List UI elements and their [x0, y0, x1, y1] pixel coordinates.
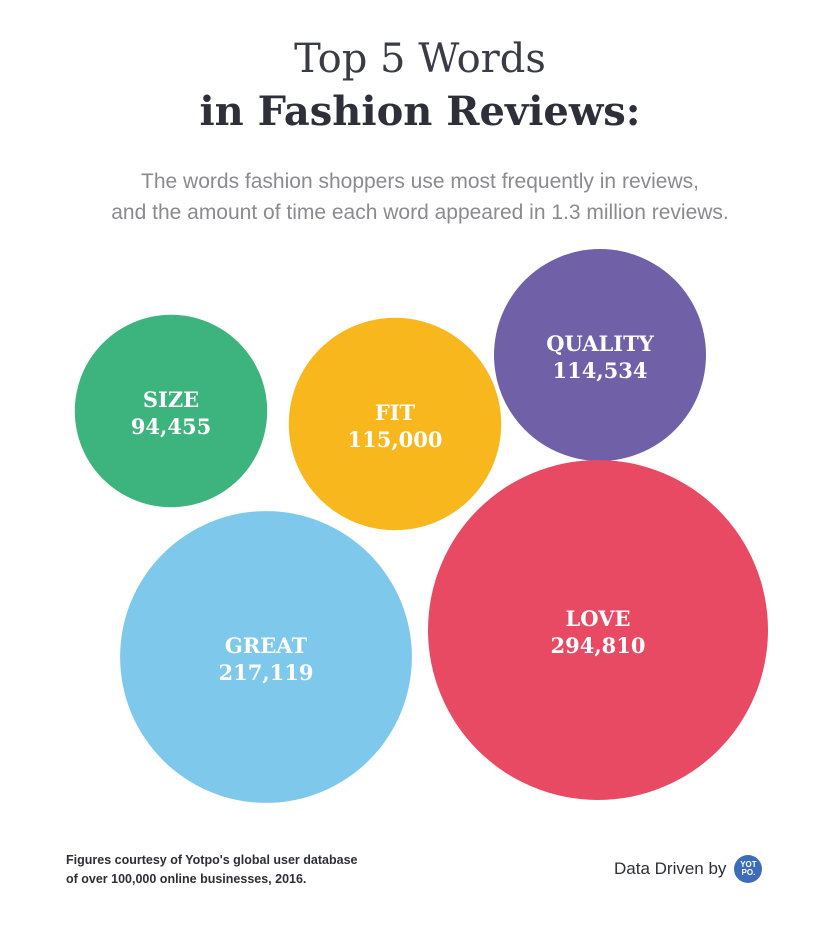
- logo-line2: PO.: [741, 868, 756, 877]
- subtitle-line2: and the amount of time each word appeare…: [111, 201, 729, 224]
- bubble-label-love: LOVE: [566, 606, 631, 631]
- bubble-label-fit: FIT: [375, 400, 416, 425]
- brand-text: Data Driven by: [614, 859, 727, 878]
- subtitle-line1: The words fashion shoppers use most freq…: [141, 170, 699, 193]
- bubble-label-size: SIZE: [143, 387, 199, 412]
- bubble-quality: [494, 249, 706, 461]
- bubble-value-love: 294,810: [551, 633, 646, 658]
- bubble-value-fit: 115,000: [348, 427, 443, 452]
- bubble-love: [428, 460, 768, 800]
- source-footnote: Figures courtesy of Yotpo's global user …: [66, 851, 357, 889]
- chart-subtitle: The words fashion shoppers use most freq…: [0, 166, 840, 228]
- footnote-line2: of over 100,000 online businesses, 2016.: [66, 872, 307, 886]
- bubble-value-size: 94,455: [131, 414, 211, 439]
- bubble-label-quality: QUALITY: [546, 331, 654, 356]
- brand-credit: Data Driven by YOT PO.: [614, 855, 763, 883]
- bubble-value-great: 217,119: [219, 660, 314, 685]
- bubble-value-quality: 114,534: [553, 358, 648, 383]
- chart-title-line1: Top 5 Words: [294, 36, 546, 82]
- logo-line1: YOT: [740, 860, 757, 869]
- footnote-line1: Figures courtesy of Yotpo's global user …: [66, 853, 358, 867]
- chart-title-line2: in Fashion Reviews:: [199, 88, 641, 135]
- bubble-size: [74, 314, 268, 508]
- yotpo-logo-icon: YOT PO.: [734, 855, 763, 883]
- bubble-great: [120, 511, 412, 803]
- bubble-fit: [288, 317, 502, 531]
- bubble-label-great: GREAT: [225, 633, 308, 658]
